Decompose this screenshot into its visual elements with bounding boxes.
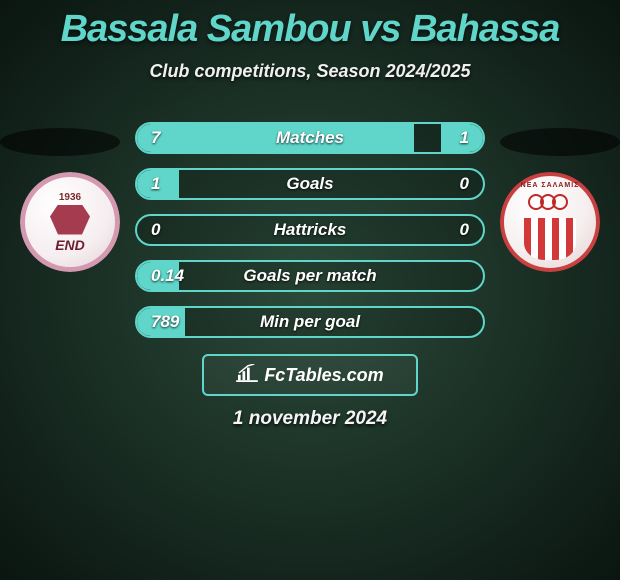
stat-value-left: 789 <box>137 312 207 332</box>
stat-value-left: 1 <box>137 174 207 194</box>
stat-row: 0.14Goals per match <box>135 260 485 292</box>
crest-left-text: END <box>55 237 85 253</box>
stat-row: 1Goals0 <box>135 168 485 200</box>
stat-value-left: 7 <box>137 128 207 148</box>
date-label: 1 november 2024 <box>0 408 620 430</box>
crest-right-rings <box>532 194 568 210</box>
crest-right-stripes <box>524 218 576 260</box>
player-shadow-right <box>500 128 620 156</box>
stat-value-left: 0 <box>137 220 207 240</box>
stat-label: Goals <box>207 174 413 194</box>
club-crest-left: 1936 END <box>20 172 120 272</box>
stat-value-right: 1 <box>413 128 483 148</box>
stat-label: Goals per match <box>207 266 413 286</box>
stat-row: 7Matches1 <box>135 122 485 154</box>
stat-label: Hattricks <box>207 220 413 240</box>
player-shadow-left <box>0 128 120 156</box>
page-title: Bassala Sambou vs Bahassa <box>0 0 620 51</box>
club-crest-right: ΝΕΑ ΣΑΛΑΜΙΣ <box>500 172 600 272</box>
stat-value-right: 0 <box>413 220 483 240</box>
stat-label: Min per goal <box>207 312 413 332</box>
crest-left-year: 1936 <box>59 192 81 203</box>
stat-value-left: 0.14 <box>137 266 207 286</box>
stat-value-right: 0 <box>413 174 483 194</box>
stat-row: 789Min per goal <box>135 306 485 338</box>
brand-text: FcTables.com <box>264 365 383 386</box>
brand-badge[interactable]: FcTables.com <box>202 354 418 396</box>
crest-right-arc: ΝΕΑ ΣΑΛΑΜΙΣ <box>504 182 596 189</box>
crest-left-shape <box>50 205 90 235</box>
subtitle: Club competitions, Season 2024/2025 <box>0 61 620 82</box>
chart-icon <box>236 364 258 387</box>
stat-row: 0Hattricks0 <box>135 214 485 246</box>
stat-label: Matches <box>207 128 413 148</box>
stats-container: 7Matches11Goals00Hattricks00.14Goals per… <box>135 122 485 352</box>
